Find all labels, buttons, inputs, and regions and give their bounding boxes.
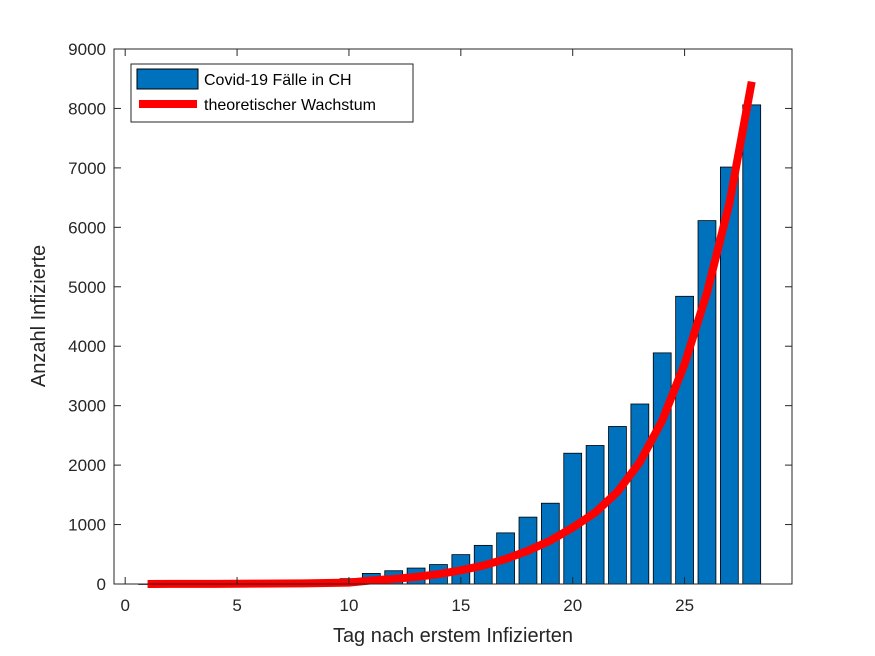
bar [630, 403, 650, 585]
bar [608, 426, 627, 585]
x-tick-label: 5 [232, 596, 241, 615]
legend-line-label: theoretischer Wachstum [204, 97, 376, 114]
y-tick-label: 0 [97, 575, 106, 594]
x-tick-label: 10 [339, 596, 358, 615]
legend-bar-label: Covid-19 Fälle in CH [204, 72, 352, 89]
y-axis: 0 1000 2000 3000 4000 5000 6000 7000 8000 9000 [68, 40, 792, 594]
y-tick-label: 6000 [68, 218, 106, 237]
y-tick-label: 5000 [68, 278, 106, 297]
y-tick-label: 4000 [68, 337, 106, 356]
x-tick-label: 0 [120, 596, 129, 615]
bar [652, 352, 672, 585]
y-tick-label: 7000 [68, 159, 106, 178]
y-tick-label: 9000 [68, 40, 106, 59]
legend: Covid-19 Fälle in CH theoretischer Wachs… [130, 63, 414, 123]
y-axis-title: Anzahl Infizierte [28, 245, 50, 387]
x-tick-label: 15 [451, 596, 470, 615]
x-tick-label: 25 [675, 596, 694, 615]
legend-bar-swatch [136, 68, 199, 90]
x-tick-label: 20 [563, 596, 582, 615]
x-axis-title: Tag nach erstem Infizierten [333, 625, 573, 647]
y-tick-label: 1000 [68, 516, 106, 535]
y-tick-label: 3000 [68, 397, 106, 416]
y-tick-label: 2000 [68, 456, 106, 475]
x-axis: 0 5 10 15 20 25 [120, 49, 694, 615]
plot-frame [113, 48, 793, 585]
bar [742, 104, 762, 585]
y-tick-label: 8000 [68, 99, 106, 118]
